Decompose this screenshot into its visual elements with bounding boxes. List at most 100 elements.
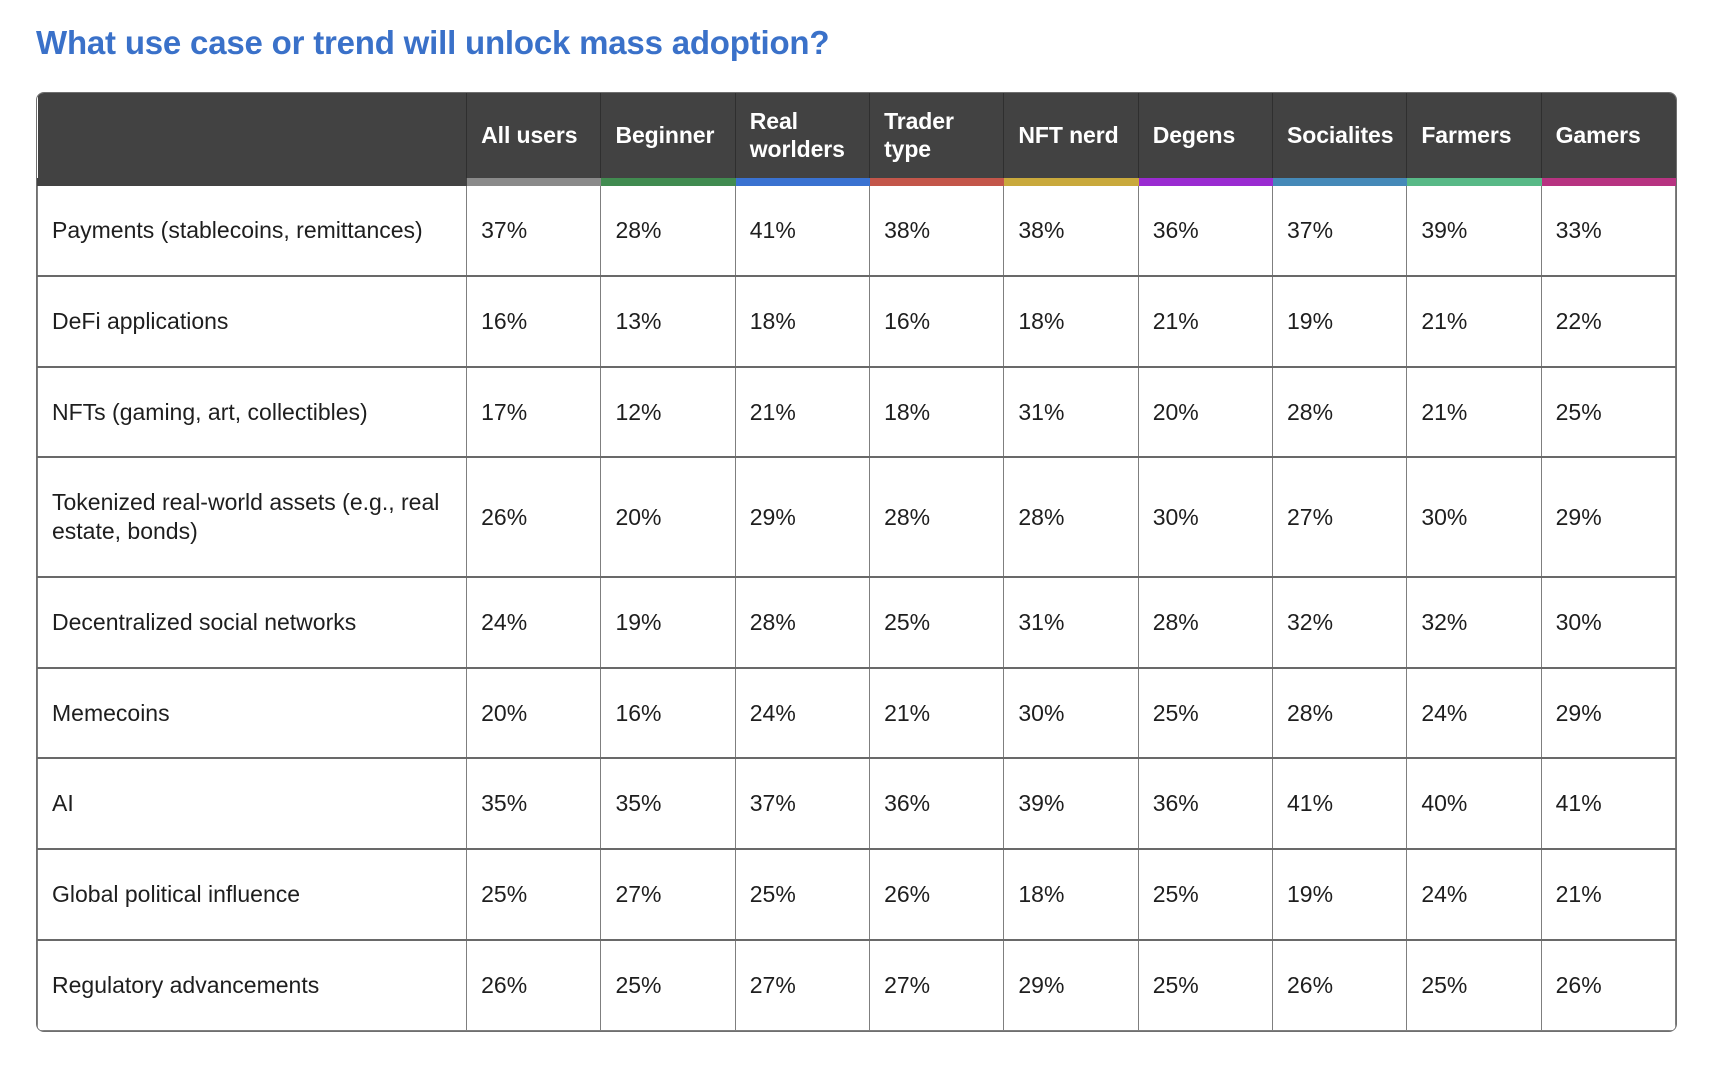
row-label: Memecoins — [37, 667, 468, 759]
value-cell: 21% — [869, 667, 1005, 759]
value-cell: 28% — [1137, 576, 1274, 669]
value-cell: 30% — [1003, 667, 1139, 759]
header-empty-cell — [37, 92, 467, 187]
value-cell: 28% — [1272, 667, 1408, 759]
value-cell: 18% — [869, 366, 1005, 458]
value-cell: 16% — [869, 275, 1005, 368]
column-header-trader-type: Trader type — [869, 92, 1004, 187]
value-cell: 28% — [734, 576, 871, 669]
value-cell: 28% — [1003, 456, 1139, 578]
column-header-all-users: All users — [466, 92, 601, 187]
value-cell: 33% — [1540, 181, 1676, 277]
column-header-farmers: Farmers — [1406, 92, 1542, 187]
value-cell: 19% — [1272, 275, 1408, 368]
value-cell: 28% — [1272, 366, 1408, 458]
value-cell: 28% — [600, 181, 736, 277]
value-cell: 25% — [1540, 366, 1676, 458]
value-cell: 35% — [600, 757, 736, 850]
value-cell: 24% — [466, 576, 602, 669]
value-cell: 30% — [1406, 456, 1542, 578]
value-cell: 39% — [1003, 757, 1139, 850]
value-cell: 32% — [1406, 576, 1542, 669]
value-cell: 29% — [734, 456, 871, 578]
value-cell: 26% — [1272, 939, 1408, 1031]
value-cell: 41% — [734, 181, 871, 277]
table-row-decentralized-social-networks: Decentralized social networks 24% 19% 28% 25… — [37, 576, 1676, 669]
column-header-real-worlders: Real worlders — [734, 92, 870, 187]
value-cell: 36% — [869, 757, 1005, 850]
value-cell: 30% — [1137, 456, 1274, 578]
table-row-payments-stablecoins-remittanc: Payments (stablecoins, remittances) 37% 28… — [37, 181, 1676, 277]
value-cell: 32% — [1272, 576, 1408, 669]
column-header-beginner: Beginner — [600, 92, 736, 187]
value-cell: 35% — [466, 757, 602, 850]
value-cell: 25% — [600, 939, 736, 1031]
value-cell: 25% — [1137, 848, 1274, 941]
page-title: What use case or trend will unlock mass … — [36, 24, 830, 61]
row-label: NFTs (gaming, art, collectibles) — [37, 366, 468, 458]
row-label: Regulatory advancements — [37, 939, 468, 1031]
value-cell: 31% — [1003, 366, 1139, 458]
value-cell: 24% — [1406, 667, 1542, 759]
value-cell: 16% — [466, 275, 602, 368]
value-cell: 26% — [466, 939, 602, 1031]
adoption-table: All users Beginner Real worlders Trader typ… — [37, 92, 1676, 1031]
value-cell: 12% — [600, 366, 736, 458]
column-header-gamers: Gamers — [1540, 92, 1676, 187]
value-cell: 20% — [1137, 366, 1274, 458]
value-cell: 24% — [734, 667, 871, 759]
value-cell: 27% — [734, 939, 871, 1031]
value-cell: 17% — [466, 366, 602, 458]
value-cell: 20% — [600, 456, 736, 578]
value-cell: 13% — [600, 275, 736, 368]
value-cell: 31% — [1003, 576, 1139, 669]
row-label: DeFi applications — [37, 275, 468, 368]
row-label: Global political influence — [37, 848, 468, 941]
value-cell: 16% — [600, 667, 736, 759]
value-cell: 39% — [1406, 181, 1542, 277]
value-cell: 40% — [1406, 757, 1542, 850]
value-cell: 25% — [1137, 939, 1274, 1031]
value-cell: 26% — [869, 848, 1005, 941]
value-cell: 29% — [1003, 939, 1139, 1031]
value-cell: 27% — [600, 848, 736, 941]
value-cell: 25% — [869, 576, 1005, 669]
value-cell: 18% — [1003, 275, 1139, 368]
table-row-nfts-gaming-art-collectibles: NFTs (gaming, art, collectibles) 17% 12% 21… — [37, 366, 1676, 458]
row-label: Tokenized real-world assets (e.g., real … — [37, 456, 468, 578]
value-cell: 21% — [1137, 275, 1274, 368]
header-row: All users Beginner Real worlders Trader typ… — [37, 92, 1676, 187]
column-header-socialites: Socialites — [1272, 92, 1407, 187]
table-row-global-political-influence: Global political influence 25% 27% 25% 26% 18… — [37, 848, 1676, 941]
table-row-memecoins: Memecoins 20% 16% 24% 21% 30% 25% 28% 24% 29% — [37, 667, 1676, 759]
table-row-defi-applications: DeFi applications 16% 13% 18% 16% 18% 21% 19% 21… — [37, 275, 1676, 368]
column-header-nft-nerd: NFT nerd — [1003, 92, 1139, 187]
value-cell: 37% — [1272, 181, 1408, 277]
value-cell: 29% — [1540, 456, 1676, 578]
value-cell: 25% — [1137, 667, 1274, 759]
table-row-ai: AI 35% 35% 37% 36% 39% 36% 41% 40% 41% — [37, 757, 1676, 850]
value-cell: 22% — [1540, 275, 1676, 368]
value-cell: 38% — [869, 181, 1005, 277]
value-cell: 27% — [869, 939, 1005, 1031]
value-cell: 41% — [1272, 757, 1408, 850]
value-cell: 41% — [1540, 757, 1676, 850]
value-cell: 21% — [734, 366, 871, 458]
value-cell: 18% — [734, 275, 871, 368]
value-cell: 21% — [1406, 366, 1542, 458]
value-cell: 19% — [1272, 848, 1408, 941]
value-cell: 38% — [1003, 181, 1139, 277]
value-cell: 25% — [466, 848, 602, 941]
value-cell: 29% — [1540, 667, 1676, 759]
value-cell: 37% — [734, 757, 871, 850]
value-cell: 26% — [1540, 939, 1676, 1031]
value-cell: 21% — [1406, 275, 1542, 368]
value-cell: 20% — [466, 667, 602, 759]
table-body: Payments (stablecoins, remittances) 37% 28… — [37, 181, 1676, 1031]
value-cell: 24% — [1406, 848, 1542, 941]
row-label: Payments (stablecoins, remittances) — [37, 181, 468, 277]
table-row-tokenized-real-world-assets-e-: Tokenized real-world assets (e.g., real … — [37, 456, 1676, 578]
value-cell: 25% — [734, 848, 871, 941]
table-header: All users Beginner Real worlders Trader typ… — [37, 92, 1676, 187]
